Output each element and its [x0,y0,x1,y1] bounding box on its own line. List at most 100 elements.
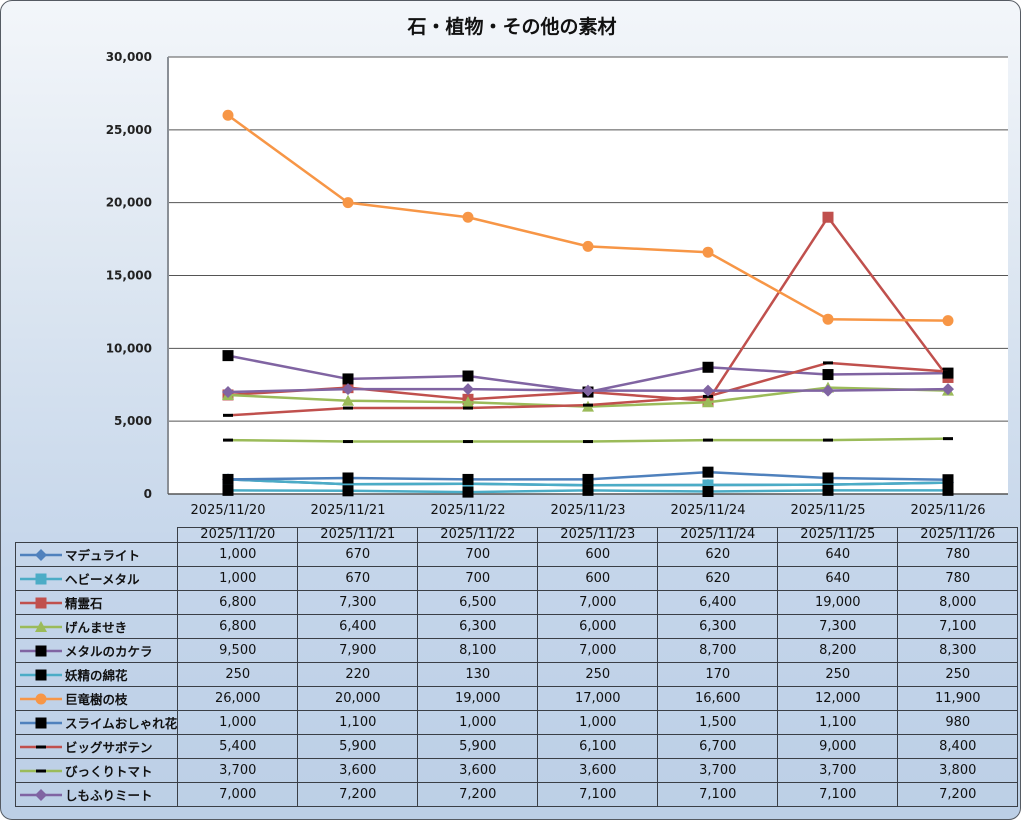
legend-entry: 妖精の綿花 [14,662,179,687]
table-cell: 6,000 [537,614,659,639]
table-cell: 7,000 [537,590,659,615]
y-tick-label: 5,000 [114,414,152,428]
data-point-marker [342,373,354,385]
line-chart: 0 5,000 10,000 15,000 20,000 25,000 30,000 202… [106,50,1008,518]
series-group [223,361,953,417]
table-cell: 1,100 [777,710,899,735]
table-cell: 1,000 [177,710,299,735]
table-cell: 7,100 [777,782,899,807]
table-cell: 700 [417,566,539,591]
y-tick-label: 10,000 [106,341,152,355]
legend-key-icon [20,769,62,772]
table-cell: 640 [777,566,899,591]
table-column-header: 2025/11/25 [777,527,899,543]
table-cell: 6,500 [417,590,539,615]
table-cell: 250 [777,662,899,687]
data-point-marker [823,438,833,442]
x-tick-label: 2025/11/24 [671,503,746,518]
table-row: ビッグサボテン 5,400 5,900 5,900 6,100 6,700 9,000 8,4… [14,734,1019,759]
table-cell: 3,600 [537,758,659,783]
legend-key-icon [20,620,62,632]
table-cell: 1,000 [537,710,659,735]
data-point-marker [702,384,714,397]
table-cell: 6,400 [657,590,779,615]
table-cell: 9,000 [777,734,899,759]
legend-key-icon [20,693,62,704]
table-cell: 1,000 [177,542,299,567]
table-cell: 3,600 [417,758,539,783]
table-row: 精霊石 6,800 7,300 6,500 7,000 6,400 19,000 8,000 [14,590,1019,615]
table-cell: 700 [417,542,539,567]
table-cell: 12,000 [777,686,899,711]
table-cell: 8,700 [657,638,779,663]
data-point-marker [702,479,714,491]
y-tick-label: 30,000 [106,50,152,64]
data-point-marker [943,370,953,374]
data-point-marker [822,384,834,397]
y-tick-label: 20,000 [106,196,152,210]
data-point-marker [343,440,353,444]
data-point-marker [222,350,234,362]
data-point-marker [223,413,233,417]
table-cell: 19,000 [777,590,899,615]
legend-label: ビッグサボテン [65,740,153,755]
table-row: ヘビーメタル 1,000 670 700 600 620 640 780 [14,566,1019,591]
table-cell: 600 [537,566,659,591]
table-cell: 9,500 [177,638,299,663]
x-tick-label: 2025/11/20 [191,503,266,518]
chart-title: 石・植物・その他の素材 [407,16,617,38]
table-cell: 1,100 [297,710,419,735]
series-group [222,109,954,327]
table-cell: 20,000 [297,686,419,711]
data-point-marker [702,466,714,478]
x-tick-label: 2025/11/25 [791,503,866,518]
table-cell: 670 [297,566,419,591]
data-point-marker [35,693,47,704]
data-point-marker [35,573,47,584]
data-point-marker [702,246,714,258]
table-cell: 8,100 [417,638,539,663]
table-cell: 6,400 [297,614,419,639]
data-point-marker [35,717,47,728]
legend-key-icon [20,669,62,680]
legend-entry: びっくりトマト [14,758,179,783]
x-tick-label: 2025/11/23 [551,503,626,518]
data-point-marker [35,669,47,680]
table-cell: 19,000 [417,686,539,711]
table-cell: 3,800 [897,758,1019,783]
legend-key-icon [20,645,62,656]
series-lines [222,109,954,498]
data-point-marker [462,383,474,396]
table-cell: 3,700 [657,758,779,783]
table-column-header: 2025/11/26 [897,527,1019,543]
legend-label: しもふりミート [65,788,153,803]
legend-key-icon [20,745,62,748]
series-group [223,437,953,444]
legend-entry: ヘビーメタル [14,566,179,591]
table-cell: 11,900 [897,686,1019,711]
table-cell: 250 [897,662,1019,687]
legend-label: マデュライト [65,548,141,563]
data-point-marker [463,440,473,444]
table-row: 巨竜樹の枝 26,000 20,000 19,000 17,000 16,600 12,00… [14,686,1019,711]
table-cell: 16,600 [657,686,779,711]
table-column-header: 2025/11/23 [537,527,659,543]
table-cell: 8,000 [897,590,1019,615]
table-row: メタルのカケラ 9,500 7,900 8,100 7,000 8,700 8,200 8,3… [14,638,1019,663]
table-cell: 8,400 [897,734,1019,759]
data-point-marker [702,361,714,373]
table-row: しもふりミート 7,000 7,200 7,200 7,100 7,100 7,100 7,2… [14,782,1019,807]
series-group [222,484,954,498]
table-cell: 250 [537,662,659,687]
data-point-marker [583,440,593,444]
table-row: びっくりトマト 3,700 3,600 3,600 3,600 3,700 3,700 3,8… [14,758,1019,783]
series-group [222,466,954,486]
data-point-marker [342,478,354,490]
legend-label: 精霊石 [65,596,103,611]
table-cell: 3,700 [177,758,299,783]
legend-entry: げんませき [14,614,179,639]
data-point-marker [463,406,473,410]
data-point-marker [35,597,47,608]
table-cell: 7,100 [657,782,779,807]
data-point-marker [942,484,954,496]
